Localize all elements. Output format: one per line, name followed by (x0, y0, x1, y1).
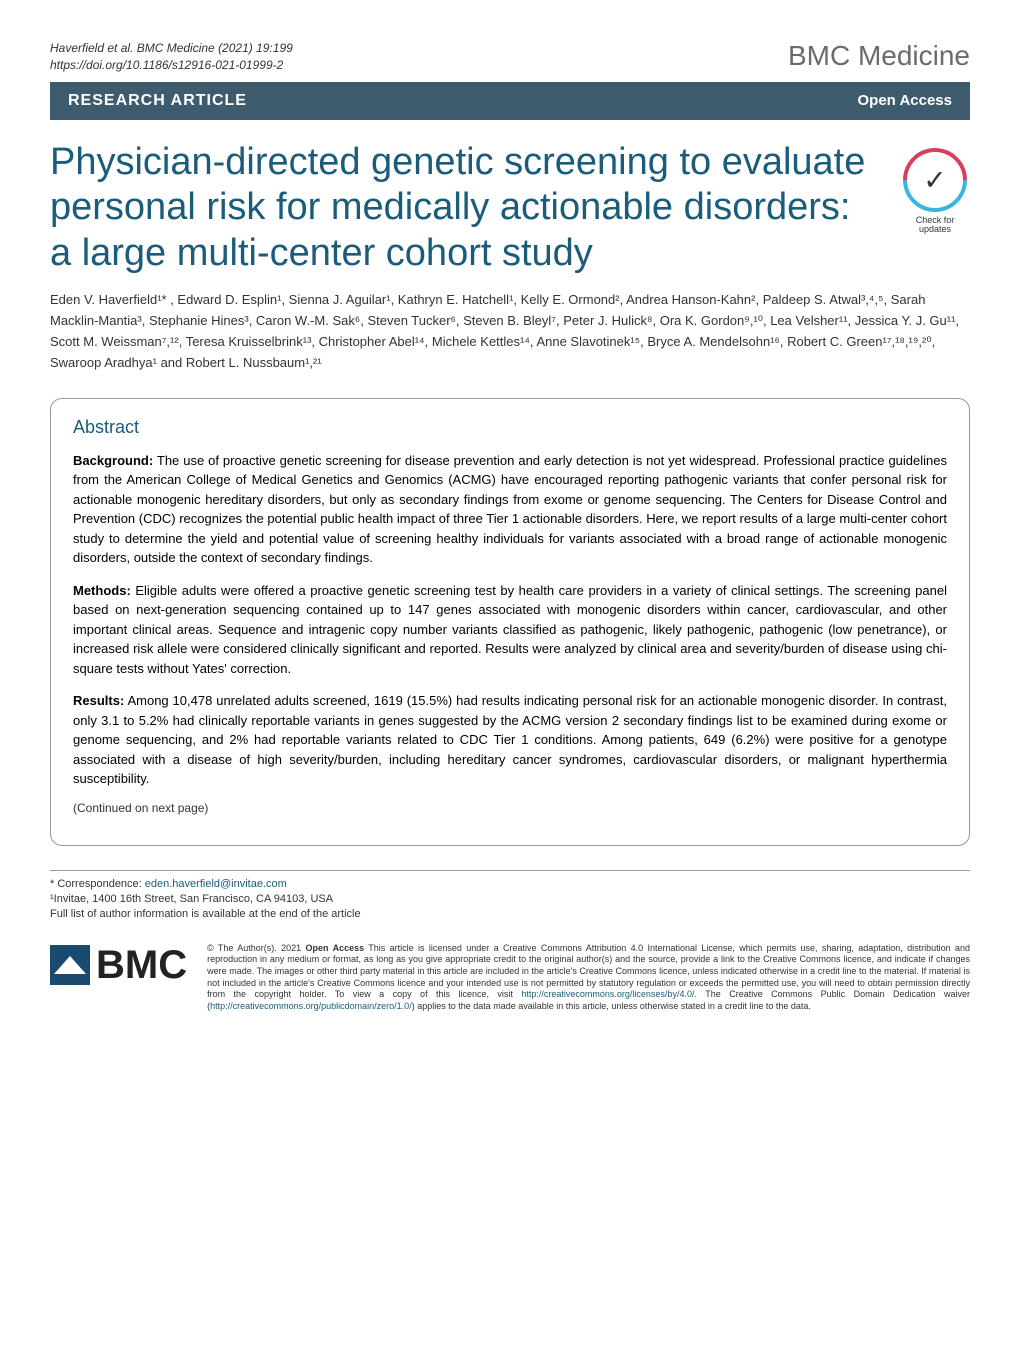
bmc-logo: BMC (50, 943, 187, 988)
authors-text: Eden V. Haverfield¹* , Edward D. Esplin¹… (50, 292, 959, 369)
open-access-label: Open Access (858, 92, 953, 109)
open-access-bold: Open Access (306, 943, 365, 953)
citation-line2: https://doi.org/10.1186/s12916-021-01999… (50, 57, 293, 74)
copyright-text: © The Author(s). 2021 (207, 943, 305, 953)
license-body3: ) applies to the data made available in … (412, 1001, 811, 1011)
background-label: Background: (73, 453, 153, 468)
full-list-line: Full list of author information is avail… (50, 907, 970, 922)
checkmark-icon: ✓ (923, 163, 946, 196)
header: Haverfield et al. BMC Medicine (2021) 19… (50, 40, 970, 74)
article-type-bar: RESEARCH ARTICLE Open Access (50, 82, 970, 120)
check-updates-label2: updates (900, 225, 970, 235)
check-updates-badge[interactable]: ✓ Check for updates (900, 148, 970, 238)
license-link2[interactable]: http://creativecommons.org/publicdomain/… (210, 1001, 412, 1011)
abstract-results: Results: Among 10,478 unrelated adults s… (73, 691, 947, 789)
authors-list: Eden V. Haverfield¹* , Edward D. Esplin¹… (50, 290, 970, 373)
license-text: © The Author(s). 2021 Open Access This a… (207, 943, 970, 1013)
methods-label: Methods: (73, 583, 131, 598)
correspondence-block: * Correspondence: eden.haverfield@invita… (50, 870, 970, 923)
bmc-chevron-icon (54, 956, 86, 974)
bmc-logo-text: BMC (96, 943, 187, 988)
results-text: Among 10,478 unrelated adults screened, … (73, 693, 947, 786)
license-link1[interactable]: http://creativecommons.org/licenses/by/4… (521, 989, 694, 999)
correspondence-email[interactable]: eden.haverfield@invitae.com (145, 878, 287, 890)
results-label: Results: (73, 693, 124, 708)
journal-name: BMC Medicine (788, 40, 970, 72)
correspondence-star: * Correspondence: (50, 878, 145, 890)
citation-line1: Haverfield et al. BMC Medicine (2021) 19… (50, 40, 293, 57)
crossmark-icon: ✓ (890, 134, 981, 225)
continued-note: (Continued on next page) (73, 801, 947, 815)
methods-text: Eligible adults were offered a proactive… (73, 583, 947, 676)
correspondence-line: * Correspondence: eden.haverfield@invita… (50, 877, 970, 892)
affiliation-line: ¹Invitae, 1400 16th Street, San Francisc… (50, 892, 970, 907)
abstract-box: Abstract Background: The use of proactiv… (50, 398, 970, 846)
title-row: Physician-directed genetic screening to … (50, 140, 970, 291)
abstract-background: Background: The use of proactive genetic… (73, 451, 947, 568)
background-text: The use of proactive genetic screening f… (73, 453, 947, 566)
abstract-methods: Methods: Eligible adults were offered a … (73, 581, 947, 679)
abstract-heading: Abstract (73, 417, 947, 438)
footer-row: BMC © The Author(s). 2021 Open Access Th… (50, 943, 970, 1013)
article-type-label: RESEARCH ARTICLE (68, 92, 247, 110)
article-title: Physician-directed genetic screening to … (50, 140, 880, 277)
citation-block: Haverfield et al. BMC Medicine (2021) 19… (50, 40, 293, 74)
bmc-icon (50, 945, 90, 985)
